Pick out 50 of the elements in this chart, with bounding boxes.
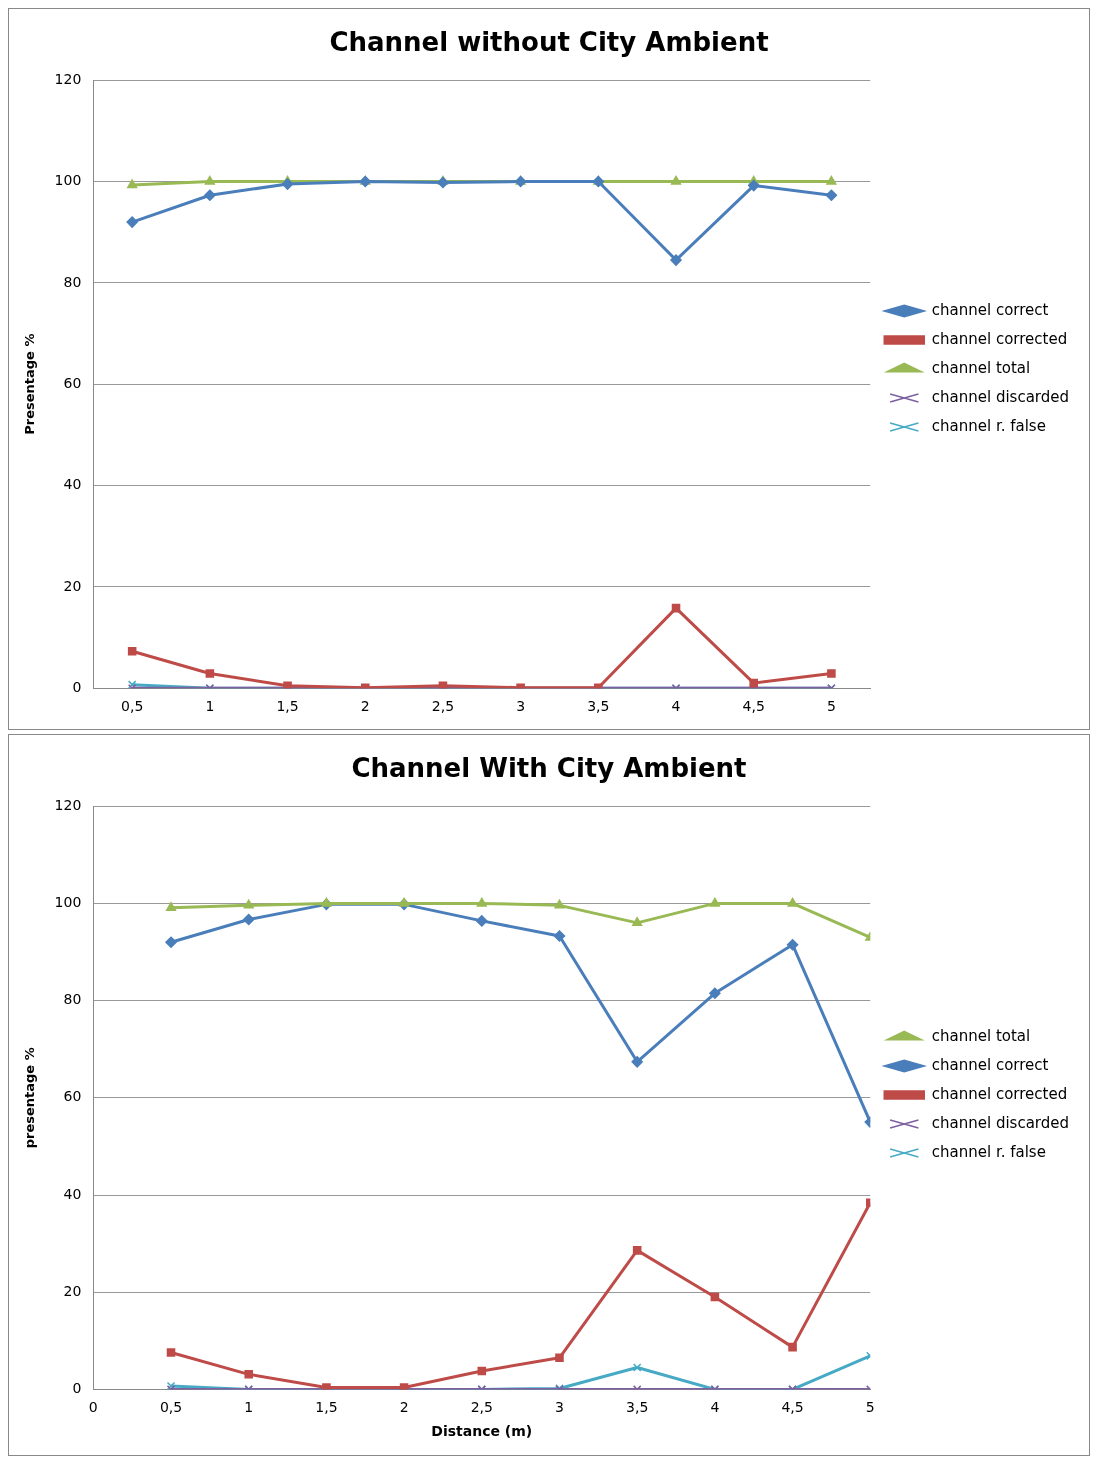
legend-label: channel correct (931, 1055, 1049, 1074)
y-tick-label: 100 (54, 894, 82, 911)
x-tick-label: 0,5 (159, 1399, 183, 1416)
legend-label: channel total (931, 1026, 1031, 1045)
legend-label: channel discarded (931, 387, 1070, 406)
x-tick-label: 2,5 (470, 1399, 493, 1416)
x-tick-label: 2 (399, 1399, 409, 1416)
x-tick-label: 1 (205, 698, 215, 715)
y-tick-label: 20 (63, 1282, 82, 1299)
x-tick-label: 5 (826, 698, 836, 715)
y-tick-label: 60 (63, 1088, 82, 1105)
x-tick-label: 3 (555, 1399, 564, 1416)
y-tick-label: 120 (54, 796, 82, 813)
x-tick-label: 4,5 (781, 1399, 804, 1416)
legend-label: channel total (931, 358, 1031, 377)
y-tick-label: 0 (72, 1380, 82, 1397)
x-tick-label: 3 (516, 698, 526, 715)
legend-label: channel r. false (931, 416, 1046, 435)
x-tick-label: 4,5 (742, 698, 765, 715)
y-tick-label: 0 (72, 678, 82, 695)
x-tick-label: 0 (88, 1399, 98, 1416)
y-axis-title: presentage % (22, 1047, 38, 1149)
legend-label: channel corrected (931, 1084, 1068, 1103)
x-tick-label: 4 (710, 1399, 720, 1416)
y-tick-label: 60 (63, 374, 82, 391)
x-tick-label: 1,5 (315, 1399, 338, 1416)
legend-label: channel correct (931, 300, 1049, 319)
x-tick-label: 3,5 (626, 1399, 649, 1416)
x-tick-label: 5 (865, 1399, 875, 1416)
chart-title: Channel With City Ambient (351, 753, 747, 784)
y-tick-label: 20 (63, 577, 82, 594)
x-tick-label: 2 (360, 698, 370, 715)
x-tick-label: 0,5 (121, 698, 144, 715)
y-tick-label: 100 (54, 172, 82, 189)
legend-label: channel corrected (931, 329, 1068, 348)
y-axis-title: Presentage % (22, 333, 38, 435)
y-tick-label: 40 (63, 476, 82, 493)
y-tick-label: 120 (54, 70, 82, 87)
y-tick-label: 80 (63, 273, 82, 290)
y-tick-label: 40 (63, 1185, 82, 1202)
y-tick-label: 80 (63, 991, 82, 1008)
x-tick-label: 1 (244, 1399, 254, 1416)
x-tick-label: 2,5 (431, 698, 455, 715)
chart-title: Channel without City Ambient (329, 27, 769, 58)
x-axis-title: Distance (m) (431, 1423, 533, 1440)
legend-label: channel r. false (931, 1142, 1046, 1161)
x-tick-label: 4 (671, 698, 681, 715)
x-tick-label: 1,5 (276, 698, 299, 715)
legend-label: channel discarded (931, 1113, 1070, 1132)
x-tick-label: 3,5 (587, 698, 610, 715)
